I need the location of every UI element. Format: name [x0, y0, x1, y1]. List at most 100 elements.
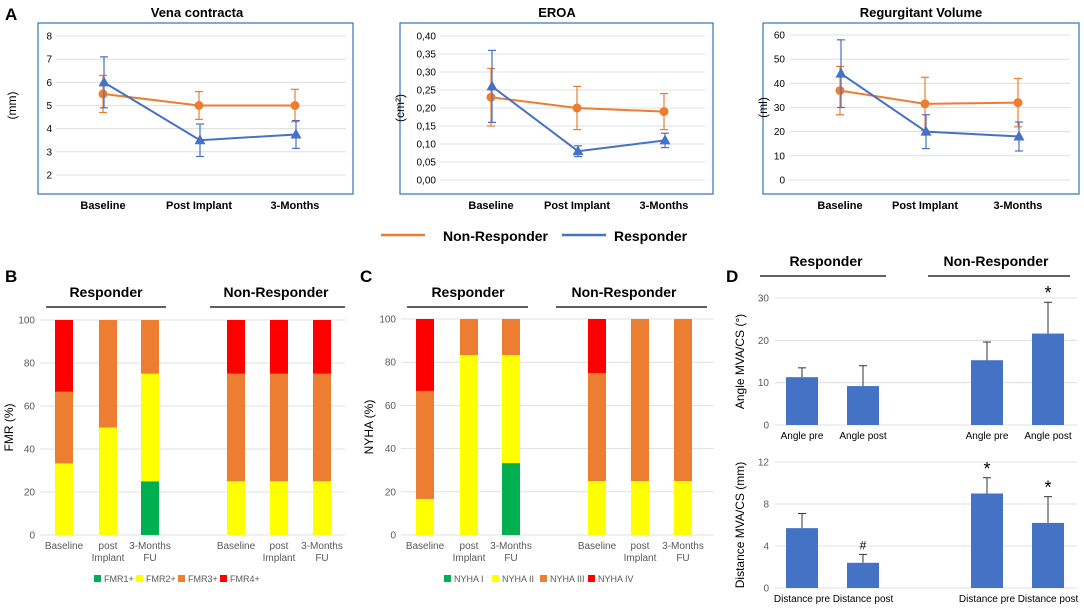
significance-marker: # — [860, 538, 867, 552]
y-tick-label: 0,40 — [417, 32, 437, 43]
x-tick-label: Angle pre — [966, 431, 1009, 442]
bar-segment-fmr4plus — [227, 320, 245, 374]
x-tick-label: FU — [143, 553, 156, 564]
y-tick-label: 0,05 — [417, 158, 437, 169]
x-tick-label: 3-Months — [490, 541, 532, 552]
bar-segment-fmr2plus — [270, 481, 288, 535]
bar-segment-nyha-ii — [588, 481, 606, 535]
y-axis-label: NYHA (%) — [362, 400, 376, 455]
data-point — [835, 86, 845, 96]
y-tick-label: 100 — [18, 316, 35, 327]
chart-vena: 2 3 4 5 6 7 8 (mm) Baseline Post Implant 3-Months — [5, 32, 346, 212]
bar — [1032, 522, 1064, 588]
y-tick-label: 6 — [46, 78, 52, 89]
title-regvol: Regurgitant Volume — [860, 5, 983, 20]
y-tick-label: 0 — [390, 531, 396, 542]
x-tick-label: 3-Months — [271, 200, 320, 212]
y-tick-label: 0 — [763, 584, 769, 595]
y-axis-label: Distance MVA/CS (mm) — [733, 462, 747, 588]
x-tick-label: Baseline — [578, 541, 617, 552]
bar — [847, 562, 879, 588]
legend-swatch — [136, 575, 143, 582]
data-point — [194, 101, 204, 110]
x-tick-label: Post Implant — [544, 200, 610, 212]
legend-label: NYHA I — [454, 574, 484, 584]
data-point — [1013, 98, 1023, 108]
bar-segment-fmr2plus — [99, 427, 117, 535]
bar-segment-fmr3plus — [55, 391, 73, 464]
bar-segment-nyha-iii — [416, 390, 434, 499]
panel-d-group-non-responder: Non-Responder — [944, 253, 1050, 269]
panel-d-group-responder: Responder — [789, 253, 863, 269]
data-point — [194, 134, 206, 145]
y-tick-label: 20 — [385, 487, 397, 498]
legend-non-responder-label: Non-Responder — [443, 228, 549, 244]
y-tick-label: 30 — [758, 294, 770, 305]
y-tick-label: 20 — [758, 336, 770, 347]
bar-segment-fmr3plus — [99, 320, 117, 428]
bar-segment-nyha-iii — [460, 319, 478, 356]
bar-segment-fmr2plus — [141, 373, 159, 482]
x-tick-label: 3-Months — [662, 541, 704, 552]
x-tick-label: post — [631, 541, 650, 552]
bar-segment-nyha-iv — [588, 319, 606, 373]
data-point — [572, 145, 584, 156]
significance-marker: * — [983, 459, 990, 479]
y-tick-label: 0,30 — [417, 68, 437, 79]
y-tick-label: 0,25 — [417, 86, 437, 97]
y-tick-label: 0,10 — [417, 140, 437, 151]
bar-segment-fmr3plus — [227, 373, 245, 482]
y-tick-label: 12 — [758, 458, 770, 469]
y-tick-label: 0 — [29, 531, 35, 542]
y-tick-label: 4 — [46, 124, 52, 135]
x-tick-label: Distance post — [1018, 594, 1079, 605]
legend-label: FMR4+ — [230, 574, 260, 584]
x-tick-label: 3-Months — [994, 200, 1043, 212]
bar-segment-fmr2plus — [55, 463, 73, 535]
y-tick-label: 3 — [46, 147, 52, 158]
data-point — [835, 67, 847, 78]
y-tick-label: 0,00 — [417, 176, 437, 187]
chart-eroa: 0,00 0,05 0,10 0,15 0,20 0,25 0,30 0,35 0,40 (cm²… — [393, 32, 705, 212]
y-tick-label: 80 — [24, 359, 36, 370]
bar-segment-nyha-i — [502, 463, 520, 535]
y-tick-label: 0,15 — [417, 122, 437, 133]
y-axis-label: (ml) — [756, 97, 770, 118]
y-axis-label: Angle MVA/CS (°) — [733, 314, 747, 409]
group-label: Non-Responder — [572, 284, 678, 300]
bar — [1032, 333, 1064, 425]
x-tick-label: Implant — [624, 553, 657, 564]
data-point — [659, 107, 669, 117]
significance-marker: * — [1044, 283, 1051, 303]
x-tick-label: Post Implant — [166, 200, 232, 212]
bar-segment-nyha-iii — [502, 319, 520, 356]
x-tick-label: Distance pre — [959, 594, 1016, 605]
legend-label: NYHA III — [550, 574, 585, 584]
panel-label-b: B — [5, 267, 17, 286]
y-tick-label: 8 — [46, 32, 52, 43]
bar — [847, 386, 879, 425]
chart-angle: 0 10 20 30 Angle MVA/CS (°) Angle pre Angle po… — [733, 283, 1077, 442]
y-tick-label: 100 — [379, 315, 396, 326]
bar-segment-nyha-ii — [631, 481, 649, 535]
legend-swatch — [94, 575, 101, 582]
y-tick-label: 5 — [46, 101, 52, 112]
x-tick-label: Angle pre — [781, 431, 824, 442]
bar-segment-nyha-iii — [588, 373, 606, 481]
x-tick-label: Baseline — [217, 541, 256, 552]
bar-segment-fmr4plus — [313, 320, 331, 374]
legend-label: NYHA II — [502, 574, 534, 584]
y-tick-label: 30 — [774, 103, 786, 114]
x-tick-label: Baseline — [468, 200, 513, 212]
y-tick-label: 60 — [774, 31, 786, 42]
legend-swatch — [540, 575, 547, 582]
data-point — [572, 103, 582, 113]
data-point — [659, 134, 671, 145]
y-axis-label: (cm²) — [393, 94, 407, 122]
panel-label-d: D — [726, 267, 738, 286]
legend-swatch — [444, 575, 451, 582]
bar — [786, 377, 818, 425]
